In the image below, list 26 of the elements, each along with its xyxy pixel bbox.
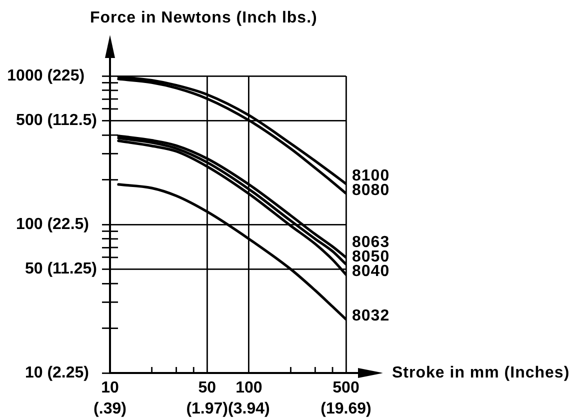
y-tick-label: 100 — [16, 216, 43, 233]
y-tick-label: 10 — [24, 364, 43, 382]
y-tick-label: 50 — [24, 260, 43, 278]
series-label: 8063 — [352, 234, 390, 251]
text: (.39) — [94, 400, 126, 418]
text: (19.69) — [320, 400, 372, 418]
y-tick-label: 1000 — [7, 67, 43, 84]
x-axis-title: Stroke in mm (Inches) — [392, 364, 570, 382]
text: (1.97) — [186, 400, 228, 418]
text: (112.5) — [47, 112, 97, 130]
series-label: 8100 — [352, 167, 390, 184]
y-tick-label: 500 — [16, 112, 43, 130]
series-label: 8080 — [352, 182, 390, 199]
x-tick-label: 10 — [101, 379, 119, 396]
x-tick-label: 50 — [198, 379, 216, 396]
text: (2.25) — [47, 364, 89, 382]
text: (225) — [47, 67, 85, 84]
series-label: 8050 — [352, 248, 390, 266]
x-tick-label: 100 — [236, 379, 262, 396]
text: (22.5) — [47, 216, 89, 233]
y-axis-title: Force in Newtons (Inch lbs.) — [90, 9, 318, 26]
x-tick-label: 500 — [332, 379, 360, 396]
text: (3.94) — [228, 400, 270, 418]
series-label: 8040 — [352, 262, 390, 280]
text: (11.25) — [47, 260, 97, 278]
series-label: 8032 — [352, 308, 390, 325]
